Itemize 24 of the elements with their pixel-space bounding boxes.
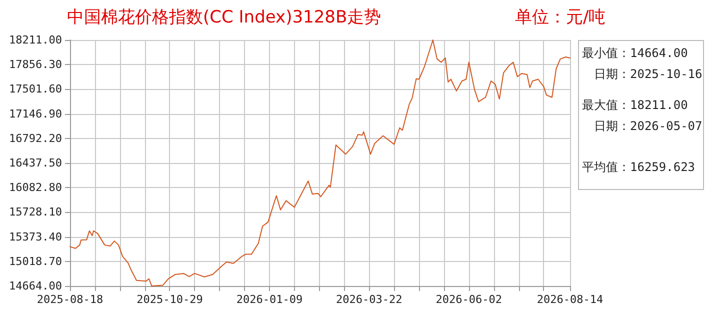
chart-subtitle: 单位：元/吨 bbox=[515, 8, 606, 28]
text: 平均值：16259.623 bbox=[582, 159, 696, 176]
y-tick-label: 17501.60 bbox=[9, 82, 62, 96]
text: 日期：2026-05-07 bbox=[593, 118, 702, 135]
x-tick-label: 2025-10-29 bbox=[136, 293, 203, 306]
x-tick-label: 2025-08-18 bbox=[36, 293, 104, 306]
y-tick-label: 18211.00 bbox=[9, 34, 62, 46]
x-tick-label: 2026-06-02 bbox=[436, 293, 502, 306]
y-tick-label: 15018.70 bbox=[9, 254, 62, 268]
chart-title: 中国棉花价格指数(CC Index)3128B走势 bbox=[67, 8, 382, 28]
text: 最小值：14664.00 bbox=[582, 45, 689, 62]
y-tick-label: 16082.80 bbox=[9, 181, 62, 194]
text: 最大值：18211.00 bbox=[582, 97, 689, 114]
text: 日期：2025-10-16 bbox=[593, 66, 702, 83]
x-tick-label: 2026-03-22 bbox=[336, 293, 402, 306]
y-tick-label: 17146.90 bbox=[9, 107, 62, 120]
y-tick-label: 16437.50 bbox=[9, 156, 62, 170]
y-tick-label: 15373.40 bbox=[9, 230, 62, 244]
y-tick-label: 17856.30 bbox=[9, 58, 62, 72]
x-tick-label: 2026-01-09 bbox=[236, 293, 303, 306]
x-tick-label: 2026-08-14 bbox=[536, 293, 604, 306]
y-tick-label: 16792.20 bbox=[9, 132, 62, 145]
y-tick-label: 15728.10 bbox=[9, 206, 62, 219]
y-tick-label: 14664.00 bbox=[9, 280, 62, 292]
